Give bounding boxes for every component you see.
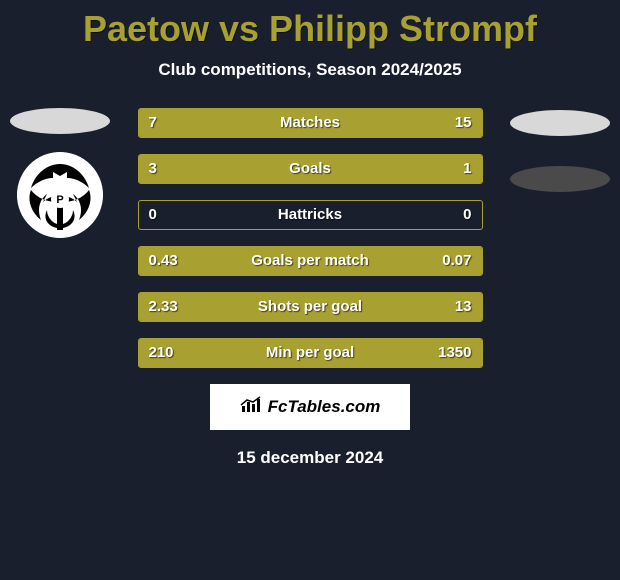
svg-text:P: P bbox=[56, 194, 63, 206]
bar-label: Goals bbox=[139, 155, 482, 183]
page-title: Paetow vs Philipp Strompf bbox=[0, 0, 620, 50]
right-player-column bbox=[510, 108, 610, 210]
bar-label: Matches bbox=[139, 109, 482, 137]
right-player-avatar-placeholder bbox=[510, 110, 610, 136]
stat-bar: 00Hattricks bbox=[138, 200, 483, 230]
stat-bar: 2101350Min per goal bbox=[138, 338, 483, 368]
comparison-bars: 715Matches 31Goals 00Hattricks 0.430.07Goal… bbox=[138, 108, 483, 368]
subtitle: Club competitions, Season 2024/2025 bbox=[0, 60, 620, 80]
stat-bar: 2.3313Shots per goal bbox=[138, 292, 483, 322]
bar-label: Shots per goal bbox=[139, 293, 482, 321]
stat-bar: 715Matches bbox=[138, 108, 483, 138]
eagle-icon: P bbox=[17, 152, 103, 238]
left-club-logo: P bbox=[17, 152, 103, 238]
chart-icon bbox=[240, 396, 262, 419]
bar-label: Min per goal bbox=[139, 339, 482, 367]
stat-bar: 0.430.07Goals per match bbox=[138, 246, 483, 276]
stat-bar: 31Goals bbox=[138, 154, 483, 184]
site-badge: FcTables.com bbox=[210, 384, 410, 430]
bar-label: Hattricks bbox=[139, 201, 482, 229]
comparison-content: P 715Matches 31Goals 00Hattricks 0.430.07Go… bbox=[0, 108, 620, 368]
date-text: 15 december 2024 bbox=[0, 448, 620, 468]
site-name: FcTables.com bbox=[268, 397, 381, 417]
left-player-avatar-placeholder bbox=[10, 108, 110, 134]
left-player-column: P bbox=[10, 108, 110, 238]
right-club-logo-placeholder bbox=[510, 166, 610, 192]
bar-label: Goals per match bbox=[139, 247, 482, 275]
